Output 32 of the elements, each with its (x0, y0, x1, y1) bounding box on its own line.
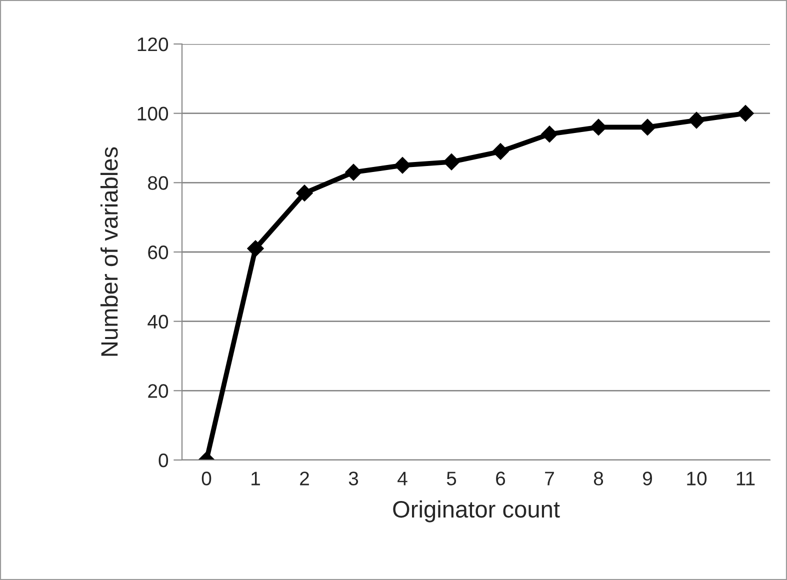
x-tick-label: 1 (252, 472, 260, 486)
point (541, 126, 558, 143)
x-tick-label: 9 (643, 472, 652, 486)
x-tick-label: 0 (202, 472, 212, 486)
point (737, 104, 754, 122)
y-tick-label: 100 (138, 106, 168, 121)
x-tick-label: 5 (446, 472, 456, 486)
y-tick-label: 80 (148, 176, 168, 190)
x-tick-label: 10 (687, 472, 707, 486)
point (639, 118, 656, 136)
x-tick-label: 11 (736, 472, 755, 486)
x-tick-label: 6 (496, 472, 506, 486)
point (443, 153, 460, 170)
x-tick-label: 3 (348, 472, 358, 486)
point (296, 184, 313, 202)
x-axis-title: Originator count (393, 500, 560, 522)
x-tick-label: 2 (300, 472, 309, 486)
y-tick-label: 0 (158, 453, 168, 468)
y-tick-label: 40 (148, 314, 168, 329)
x-tick-label: 4 (398, 472, 408, 486)
point (247, 240, 264, 257)
point (492, 143, 509, 160)
y-axis-title: Number of variables (100, 147, 118, 356)
y-tick-label: 120 (138, 37, 168, 52)
y-tick-label: 60 (148, 245, 168, 260)
point (688, 112, 705, 129)
y-tick-label: 20 (148, 384, 168, 398)
x-tick-label: 8 (594, 472, 604, 486)
point (345, 164, 362, 181)
point (394, 156, 411, 174)
point (590, 118, 607, 136)
x-tick-label: 7 (545, 472, 554, 486)
